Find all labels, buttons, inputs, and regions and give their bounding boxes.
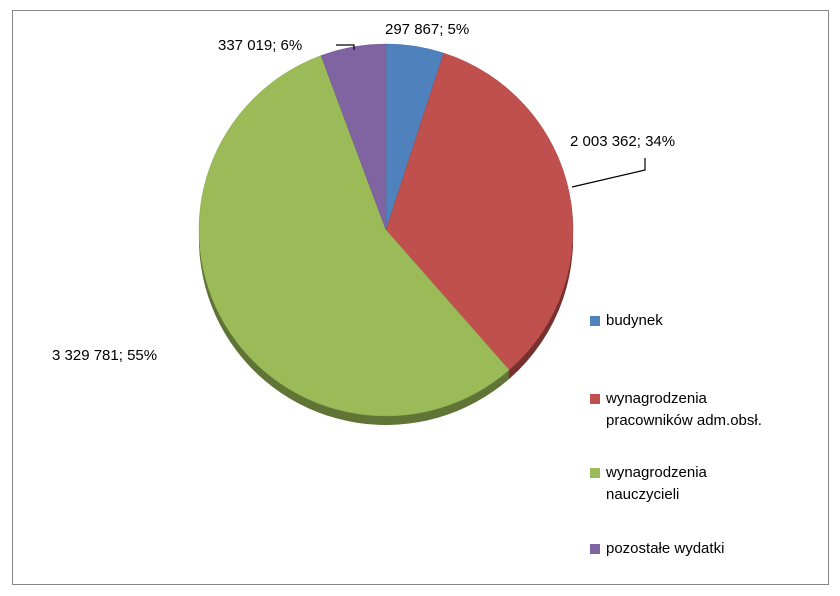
legend-swatch <box>590 316 600 326</box>
data-label: 3 329 781; 55% <box>52 347 157 364</box>
legend-label: budynek <box>606 312 663 329</box>
data-label: 337 019; 6% <box>218 37 302 54</box>
slice <box>320 43 387 231</box>
legend-swatch <box>590 468 600 478</box>
slice <box>198 55 510 417</box>
legend-swatch <box>590 544 600 554</box>
data-label: 2 003 362; 34% <box>570 133 675 150</box>
slice <box>385 52 574 371</box>
leader-line <box>571 158 646 188</box>
data-label: 297 867; 5% <box>385 21 469 38</box>
legend-label: pozostałe wydatki <box>606 540 725 557</box>
legend-label: wynagrodzenia pracowników adm.obsł. <box>606 390 762 429</box>
leader-line <box>336 44 355 50</box>
legend-label: wynagrodzenia nauczycieli <box>606 464 707 503</box>
pie <box>198 43 574 425</box>
legend-swatch <box>590 394 600 404</box>
